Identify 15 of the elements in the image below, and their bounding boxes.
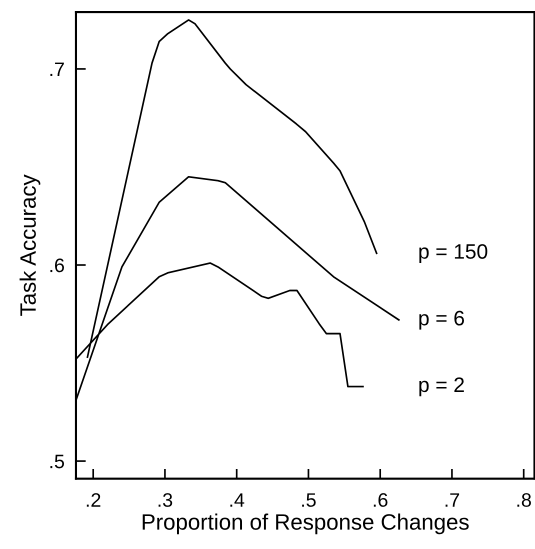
text: p = 150 xyxy=(419,244,488,263)
y-tick-label: .5 xyxy=(50,454,64,468)
x-tick-label: .6 xyxy=(374,493,388,507)
y-axis-title: Task Accuracy xyxy=(20,174,40,316)
x-tick-label: .8 xyxy=(517,493,531,507)
text: p = 2 xyxy=(419,377,464,396)
x-tick-label: .2 xyxy=(86,493,100,507)
x-axis-title: Proportion of Response Changes xyxy=(142,514,469,534)
y-tick-label: .7 xyxy=(50,62,64,76)
x-tick-label: .7 xyxy=(446,493,460,507)
x-tick-label: .4 xyxy=(230,493,244,507)
x-tick-label: .3 xyxy=(158,493,172,507)
x-tick-label: .5 xyxy=(302,493,316,507)
series-label: p = 6 xyxy=(419,310,464,330)
y-tick-label: .6 xyxy=(50,258,64,272)
